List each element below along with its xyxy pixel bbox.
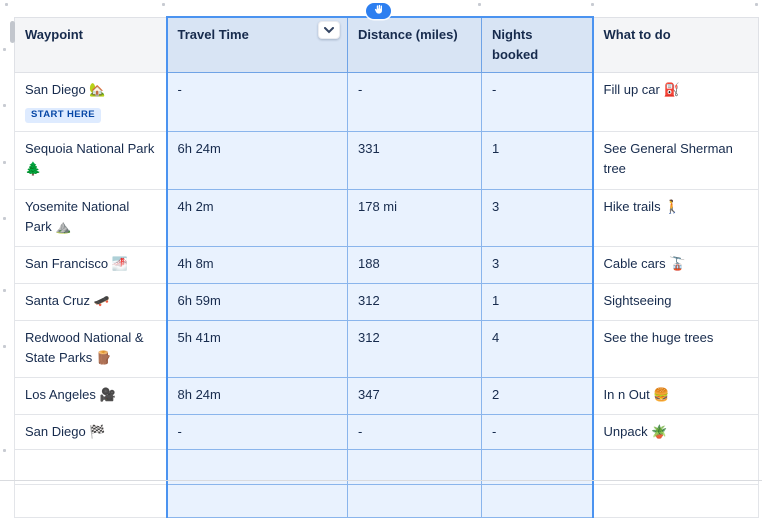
cell-nights[interactable] bbox=[481, 449, 594, 485]
table-row: Los Angeles 🎥 8h 24m 347 2 In n Out 🍔 bbox=[14, 377, 759, 415]
row-marker-dot bbox=[3, 289, 6, 292]
corner-marker-dot bbox=[5, 3, 8, 6]
cell-what-to-do[interactable]: Sightseeing bbox=[592, 283, 759, 321]
cell-distance[interactable] bbox=[347, 484, 482, 518]
cell-nights[interactable]: 4 bbox=[481, 320, 594, 378]
editor-canvas: Waypoint Travel Time Distance (miles) Ni… bbox=[0, 3, 762, 518]
cell-travel-time[interactable]: - bbox=[165, 72, 348, 132]
row-marker-dot bbox=[3, 345, 6, 348]
cell-what-to-do[interactable]: See the huge trees bbox=[592, 320, 759, 378]
cell-nights[interactable]: 3 bbox=[481, 246, 594, 284]
cell-what-to-do[interactable]: Hike trails 🚶 bbox=[592, 189, 759, 247]
cell-waypoint[interactable]: Redwood National & State Parks 🪵 bbox=[14, 320, 167, 378]
cell-what-to-do[interactable]: Unpack 🪴 bbox=[592, 414, 759, 450]
cell-distance[interactable]: - bbox=[347, 72, 482, 132]
column-header-travel-time[interactable]: Travel Time bbox=[165, 16, 348, 73]
viewport-cutoff-line bbox=[0, 480, 762, 481]
cell-what-to-do[interactable]: See General Sherman tree bbox=[592, 131, 759, 190]
cell-travel-time[interactable]: 8h 24m bbox=[165, 377, 348, 415]
column-options-button[interactable] bbox=[318, 21, 340, 39]
cell-travel-time[interactable]: 6h 24m bbox=[165, 131, 348, 190]
row-marker-dot bbox=[3, 104, 6, 107]
cell-what-to-do[interactable] bbox=[592, 449, 759, 485]
cell-travel-time[interactable] bbox=[165, 484, 348, 518]
cell-what-to-do[interactable]: In n Out 🍔 bbox=[592, 377, 759, 415]
cell-distance[interactable]: 312 bbox=[347, 320, 482, 378]
cell-nights[interactable]: 3 bbox=[481, 189, 594, 247]
header-row: Waypoint Travel Time Distance (miles) Ni… bbox=[14, 16, 759, 73]
row-marker-dot bbox=[3, 449, 6, 452]
cell-distance[interactable]: 178 mi bbox=[347, 189, 482, 247]
cell-nights[interactable]: 1 bbox=[481, 131, 594, 190]
row-marker-dot bbox=[3, 161, 6, 164]
cell-waypoint[interactable]: San Francisco 🌁 bbox=[14, 246, 167, 284]
table-row: San Diego 🏁 - - - Unpack 🪴 bbox=[14, 414, 759, 450]
row-marker-dot bbox=[3, 217, 6, 220]
cell-waypoint[interactable]: San Diego 🏡 START HERE bbox=[14, 72, 167, 132]
row-marker-dot bbox=[3, 48, 6, 51]
table-row: Sequoia National Park 🌲 6h 24m 331 1 See… bbox=[14, 131, 759, 190]
cell-waypoint[interactable]: Los Angeles 🎥 bbox=[14, 377, 167, 415]
cell-travel-time[interactable]: 5h 41m bbox=[165, 320, 348, 378]
grab-hand-icon bbox=[373, 2, 384, 20]
column-header-what-to-do[interactable]: What to do bbox=[592, 16, 759, 73]
table-row: Redwood National & State Parks 🪵 5h 41m … bbox=[14, 320, 759, 378]
table-row bbox=[14, 484, 759, 518]
table-row: Santa Cruz 🛹 6h 59m 312 1 Sightseeing bbox=[14, 283, 759, 321]
cell-travel-time[interactable]: 4h 2m bbox=[165, 189, 348, 247]
cell-distance[interactable] bbox=[347, 449, 482, 485]
row-drag-handle[interactable] bbox=[10, 21, 15, 43]
cell-waypoint[interactable]: Yosemite National Park ⛰️ bbox=[14, 189, 167, 247]
cell-waypoint[interactable] bbox=[14, 484, 167, 518]
cell-waypoint[interactable] bbox=[14, 449, 167, 485]
cell-nights[interactable]: - bbox=[481, 72, 594, 132]
column-drag-handle[interactable] bbox=[366, 3, 391, 19]
waypoint-text: San Diego 🏡 bbox=[25, 82, 106, 97]
column-marker-dot bbox=[755, 3, 758, 6]
cell-nights[interactable]: 2 bbox=[481, 377, 594, 415]
column-header-label: Travel Time bbox=[177, 27, 249, 42]
status-lozenge[interactable]: START HERE bbox=[25, 108, 101, 123]
cell-distance[interactable]: - bbox=[347, 414, 482, 450]
cell-travel-time[interactable]: 4h 8m bbox=[165, 246, 348, 284]
trip-planner-table: Waypoint Travel Time Distance (miles) Ni… bbox=[14, 16, 759, 518]
cell-distance[interactable]: 347 bbox=[347, 377, 482, 415]
cell-travel-time[interactable]: - bbox=[165, 414, 348, 450]
column-header-waypoint[interactable]: Waypoint bbox=[14, 16, 167, 73]
cell-what-to-do[interactable]: Cable cars 🚡 bbox=[592, 246, 759, 284]
cell-waypoint[interactable]: San Diego 🏁 bbox=[14, 414, 167, 450]
cell-nights[interactable] bbox=[481, 484, 594, 518]
table-row: San Francisco 🌁 4h 8m 188 3 Cable cars 🚡 bbox=[14, 246, 759, 284]
cell-distance[interactable]: 331 bbox=[347, 131, 482, 190]
chevron-down-icon bbox=[324, 20, 334, 40]
column-header-nights[interactable]: Nights booked bbox=[481, 16, 594, 73]
cell-waypoint[interactable]: Santa Cruz 🛹 bbox=[14, 283, 167, 321]
cell-distance[interactable]: 312 bbox=[347, 283, 482, 321]
cell-waypoint[interactable]: Sequoia National Park 🌲 bbox=[14, 131, 167, 190]
table-row: San Diego 🏡 START HERE - - - Fill up car… bbox=[14, 72, 759, 132]
cell-travel-time[interactable]: 6h 59m bbox=[165, 283, 348, 321]
cell-distance[interactable]: 188 bbox=[347, 246, 482, 284]
cell-what-to-do[interactable]: Fill up car ⛽ bbox=[592, 72, 759, 132]
column-marker-dot bbox=[478, 3, 481, 6]
cell-nights[interactable]: - bbox=[481, 414, 594, 450]
column-header-distance[interactable]: Distance (miles) bbox=[347, 16, 482, 73]
column-marker-dot bbox=[591, 3, 594, 6]
cell-nights[interactable]: 1 bbox=[481, 283, 594, 321]
column-marker-dot bbox=[162, 3, 165, 6]
cell-what-to-do[interactable] bbox=[592, 484, 759, 518]
table-row: Yosemite National Park ⛰️ 4h 2m 178 mi 3… bbox=[14, 189, 759, 247]
